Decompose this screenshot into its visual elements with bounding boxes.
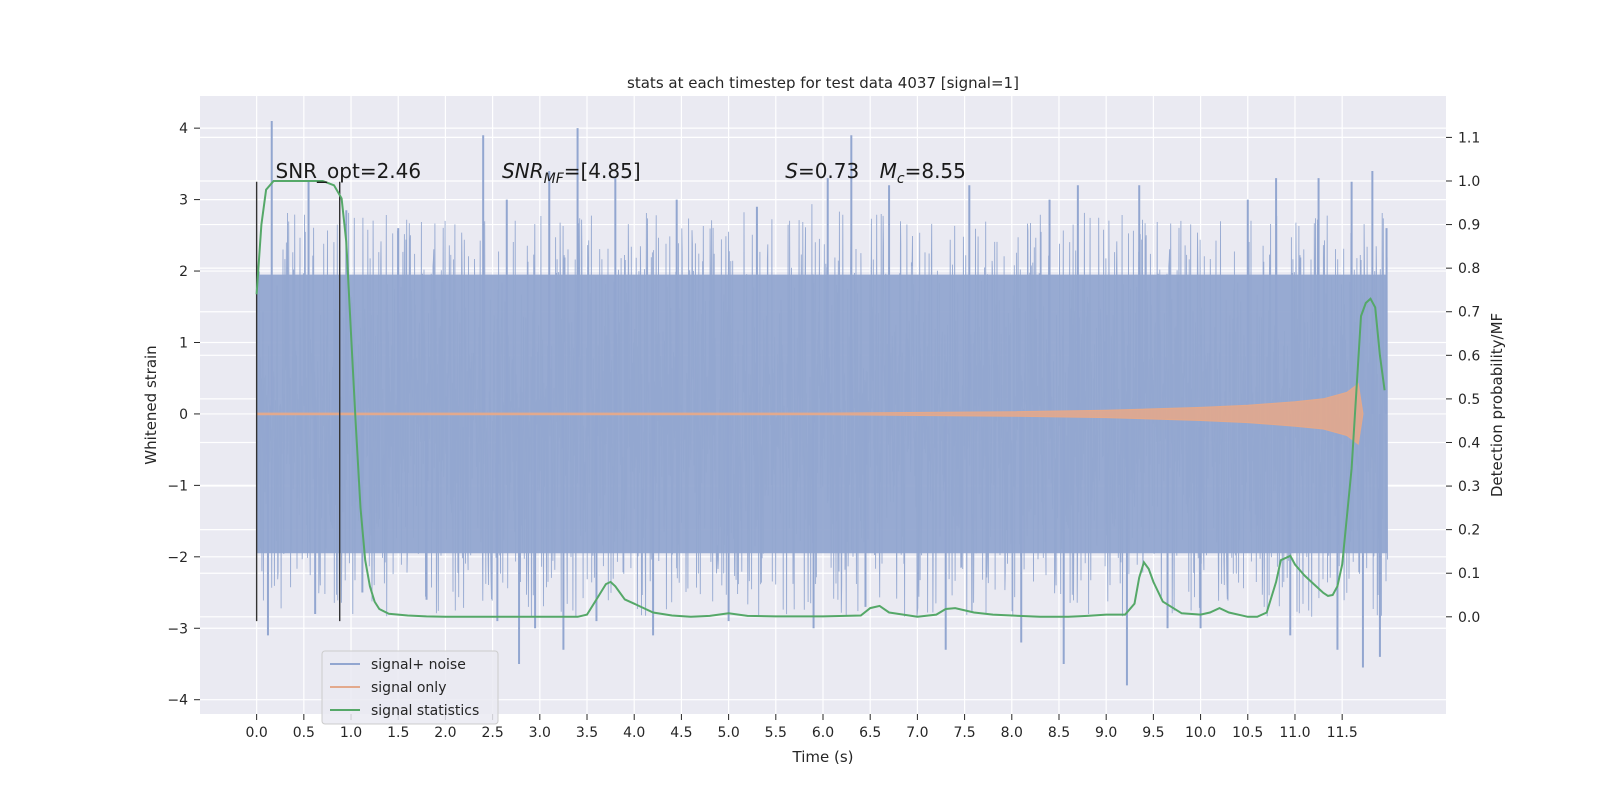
y-tick-label: −1 <box>167 478 188 494</box>
annotation-label: SNR_opt=2.46 <box>276 159 422 183</box>
y-tick-label: 1 <box>179 335 188 351</box>
x-tick-label: 1.5 <box>387 725 409 741</box>
y2-tick-label: 1.0 <box>1458 174 1480 190</box>
y2-tick-label: 0.1 <box>1458 566 1480 582</box>
x-tick-label: 6.0 <box>812 725 834 741</box>
y2-tick-label: 0.6 <box>1458 348 1480 364</box>
annotations: SNR_opt=2.46 SNRMF=[4.85] S=0.73 Mc=8.55 <box>276 159 966 187</box>
y-tick-label: −3 <box>167 621 188 637</box>
legend-label-signal-only: signal only <box>371 680 446 696</box>
vertical-lines <box>255 181 341 622</box>
y2-tick-label: 0.9 <box>1458 218 1480 234</box>
y2-tick-label: 1.1 <box>1458 130 1480 146</box>
x-tick-label: 7.5 <box>953 725 975 741</box>
x-tick-label: 8.0 <box>1001 725 1023 741</box>
signal-only-trace <box>256 382 1364 445</box>
x-tick-label: 10.0 <box>1185 725 1216 741</box>
y-axis-title: Whitened strain <box>142 345 160 464</box>
y2-tick-label: 0.4 <box>1458 435 1480 451</box>
x-tick-label: 9.5 <box>1142 725 1164 741</box>
x-tick-label: 8.5 <box>1048 725 1070 741</box>
x-tick-label: 0.5 <box>293 725 315 741</box>
legend-label-signal-noise: signal+ noise <box>371 657 466 673</box>
y2-tick-label: 0.3 <box>1458 479 1480 495</box>
x-tick-label: 3.5 <box>576 725 598 741</box>
x-tick-label: 7.0 <box>906 725 928 741</box>
y2-tick-label: 0.5 <box>1458 392 1480 408</box>
annotation-label: S=0.73 <box>785 159 859 183</box>
x-tick-label: 3.0 <box>529 725 551 741</box>
annotation-label: Mc=8.55 <box>880 159 966 187</box>
x-tick-label: 2.0 <box>434 725 456 741</box>
x-tick-label: 1.0 <box>340 725 362 741</box>
legend-label-signal-statistics: signal statistics <box>371 703 479 719</box>
x-tick-label: 0.0 <box>246 725 268 741</box>
x-tick-label: 11.5 <box>1327 725 1358 741</box>
y2-tick-label: 0.7 <box>1458 305 1480 321</box>
x-axis-title: Time (s) <box>792 748 854 766</box>
x-tick-label: 11.0 <box>1279 725 1310 741</box>
y-tick-label: 3 <box>179 193 188 209</box>
x-tick-label: 6.5 <box>859 725 881 741</box>
x-tick-label: 5.5 <box>765 725 787 741</box>
y-tick-label: 2 <box>179 264 188 280</box>
x-tick-label: 5.0 <box>717 725 739 741</box>
legend-box <box>321 650 499 725</box>
signal-statistics-line <box>255 180 1386 618</box>
x-tick-label: 2.5 <box>481 725 503 741</box>
y-tick-label: −4 <box>167 693 188 709</box>
x-tick-label: 9.0 <box>1095 725 1117 741</box>
chart-title: stats at each timestep for test data 403… <box>627 74 1019 92</box>
y-tick-label: 0 <box>179 407 188 423</box>
y2-axis-title: Detection probability/MF <box>1488 313 1506 497</box>
annotation-label: SNRMF=[4.85] <box>502 159 641 187</box>
y2-tick-label: 0.8 <box>1458 261 1480 277</box>
signal-only-series <box>256 382 1364 445</box>
signal-statistics-series <box>255 180 1386 618</box>
y-tick-label: 4 <box>179 121 188 137</box>
legend: signal+ noise signal only signal statist… <box>321 650 499 725</box>
y-tick-label: −2 <box>167 550 188 566</box>
x-tick-label: 4.5 <box>670 725 692 741</box>
y2-tick-label: 0.2 <box>1458 523 1480 539</box>
x-tick-label: 4.0 <box>623 725 645 741</box>
axis-ticks: 0.0 0.5 1.0 1.5 2.0 2.5 3.0 3.5 4.0 4.5 5.0 5.5 6.0 6… <box>167 121 1480 741</box>
x-tick-label: 10.5 <box>1232 725 1263 741</box>
y2-tick-label: 0.0 <box>1458 610 1480 626</box>
